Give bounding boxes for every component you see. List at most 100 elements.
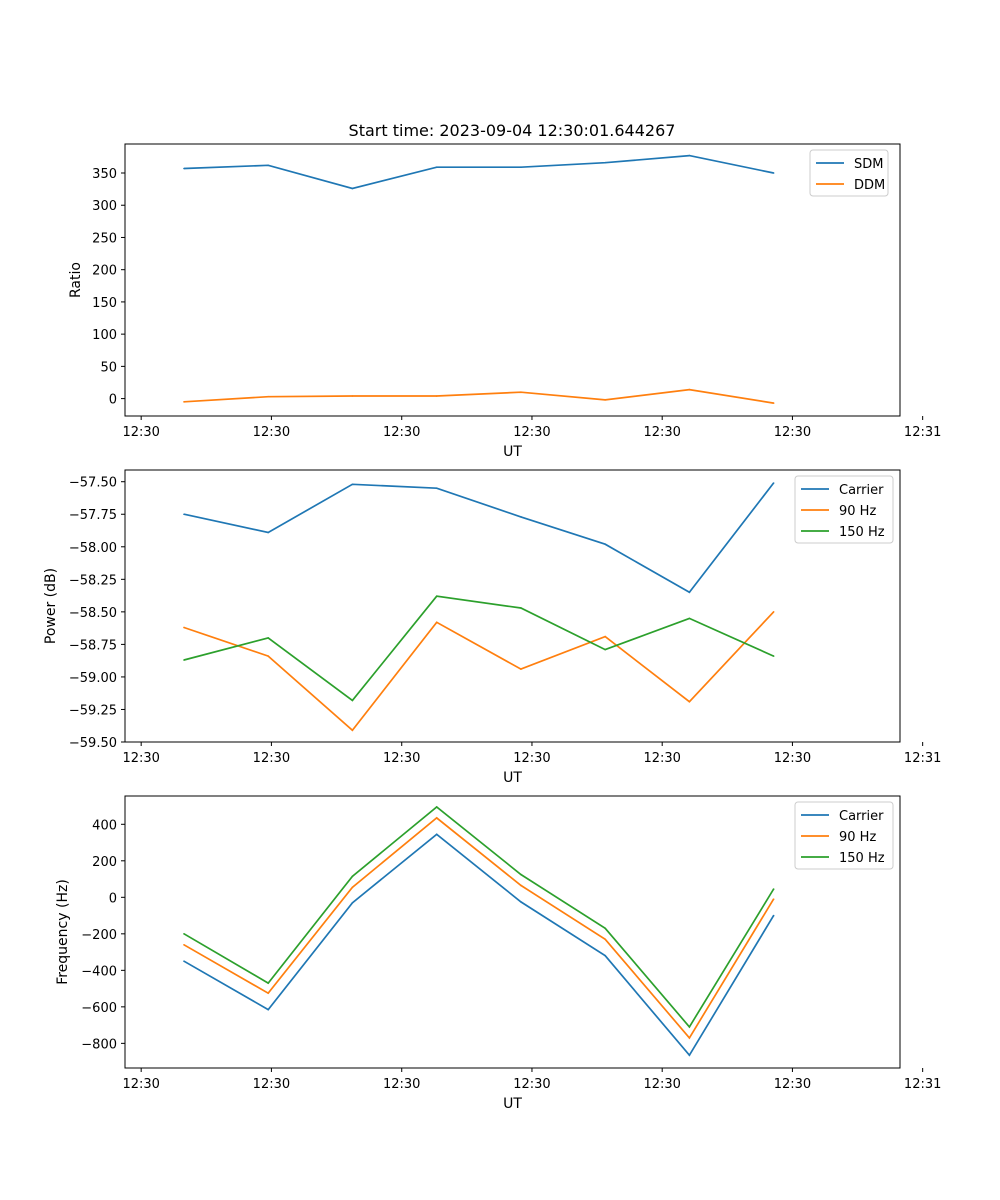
y-tick-label: −57.75 (69, 508, 117, 523)
legend-box (794, 475, 894, 544)
data-point (688, 1026, 691, 1028)
data-point (688, 154, 691, 157)
data-point (688, 388, 691, 391)
chart-panel-2: 12:30 12:30 12:30 12:30 12:30 12:30 12:31 −57.5… (43, 469, 941, 786)
legend-label: DDM (854, 178, 885, 193)
y-tick-label: −57.50 (69, 476, 117, 491)
y-tick-label: −59.00 (69, 671, 117, 686)
series-line-150-hz (183, 805, 775, 1029)
y-tick-label: 400 (92, 818, 117, 833)
y-tick-label: −800 (81, 1037, 117, 1052)
x-tick-label: 12:30 (253, 1077, 290, 1092)
x-tick-label: 12:30 (122, 1077, 159, 1092)
data-point (267, 655, 270, 657)
data-point (183, 659, 185, 661)
x-tick-label: 12:31 (904, 425, 941, 440)
y-tick-label: −400 (81, 964, 117, 979)
data-point (351, 886, 354, 889)
data-point (435, 621, 438, 624)
y-tick-label: 0 (109, 393, 117, 408)
data-point (351, 729, 354, 732)
data-point (604, 954, 606, 957)
data-point (520, 884, 522, 887)
data-point (772, 914, 775, 917)
y-tick-label: −200 (81, 928, 117, 943)
data-point (520, 607, 522, 609)
data-point (435, 487, 438, 490)
data-point (688, 591, 691, 594)
y-tick-label: −58.50 (69, 606, 117, 621)
data-point (688, 1054, 691, 1057)
y-axis-label: Ratio (68, 262, 84, 298)
x-tick-label: 12:30 (253, 425, 290, 440)
data-point (604, 635, 606, 638)
panels: 12:30 12:30 12:30 12:30 12:30 12:30 12:31 0 50 10… (43, 143, 941, 1112)
legend-label: 90 Hz (839, 504, 876, 519)
data-point (520, 901, 522, 903)
series-line-sdm (183, 154, 774, 190)
data-point (267, 992, 270, 994)
series-line-carrier (183, 482, 775, 594)
data-point (351, 901, 354, 904)
x-tick-label: 12:30 (122, 751, 159, 766)
x-tick-label: 12:30 (643, 425, 680, 440)
data-point (688, 617, 691, 620)
data-point (183, 167, 185, 170)
y-tick-label: −59.25 (69, 703, 117, 718)
data-point (435, 833, 438, 836)
data-point (183, 626, 185, 629)
plot-frame (124, 143, 901, 417)
data-point (520, 668, 522, 670)
x-tick-label: 12:30 (513, 425, 550, 440)
x-tick-label: 12:30 (383, 425, 420, 440)
data-point (604, 648, 606, 651)
x-tick-label: 12:30 (643, 751, 680, 766)
data-point (772, 172, 775, 174)
legend-label: Carrier (839, 809, 884, 824)
data-point (351, 187, 354, 190)
legend: Carrier 90 Hz 150 Hz (794, 801, 894, 870)
data-point (351, 395, 354, 397)
x-tick-label: 12:31 (904, 751, 941, 766)
x-tick-label: 12:30 (774, 751, 811, 766)
y-tick-label: 250 (92, 231, 117, 246)
y-tick-label: 200 (92, 855, 117, 870)
data-point (267, 531, 270, 534)
data-point (604, 161, 606, 164)
y-tick-label: 100 (92, 328, 117, 343)
data-point (351, 699, 354, 702)
x-tick-label: 12:30 (122, 425, 159, 440)
data-point (520, 516, 522, 518)
data-point (772, 655, 775, 657)
x-tick-label: 12:30 (774, 1077, 811, 1092)
x-tick-label: 12:30 (643, 1077, 680, 1092)
data-point (183, 513, 185, 516)
y-tick-label: 0 (109, 891, 117, 906)
legend-label: 150 Hz (839, 851, 885, 866)
legend: Carrier 90 Hz 150 Hz (794, 475, 894, 544)
data-point (267, 637, 270, 639)
data-point (772, 402, 775, 404)
data-point (772, 898, 775, 900)
data-point (435, 395, 438, 397)
data-point (267, 395, 270, 398)
y-tick-label: −58.00 (69, 541, 117, 556)
x-tick-label: 12:31 (904, 1077, 941, 1092)
data-point (183, 401, 185, 403)
y-tick-label: −58.75 (69, 638, 117, 653)
legend-box (794, 801, 894, 870)
data-point (435, 595, 438, 598)
y-tick-label: 350 (92, 167, 117, 182)
data-point (351, 875, 354, 878)
data-point (772, 611, 775, 613)
x-axis-label: UT (503, 1096, 522, 1112)
x-tick-label: 12:30 (383, 1077, 420, 1092)
data-point (435, 166, 438, 169)
data-point (267, 1008, 270, 1011)
y-axis-label: Power (dB) (43, 568, 59, 644)
data-point (183, 933, 185, 935)
figure-title: Start time: 2023-09-04 12:30:01.644267 (349, 121, 676, 140)
data-point (604, 938, 606, 941)
y-tick-label: 150 (92, 296, 117, 311)
